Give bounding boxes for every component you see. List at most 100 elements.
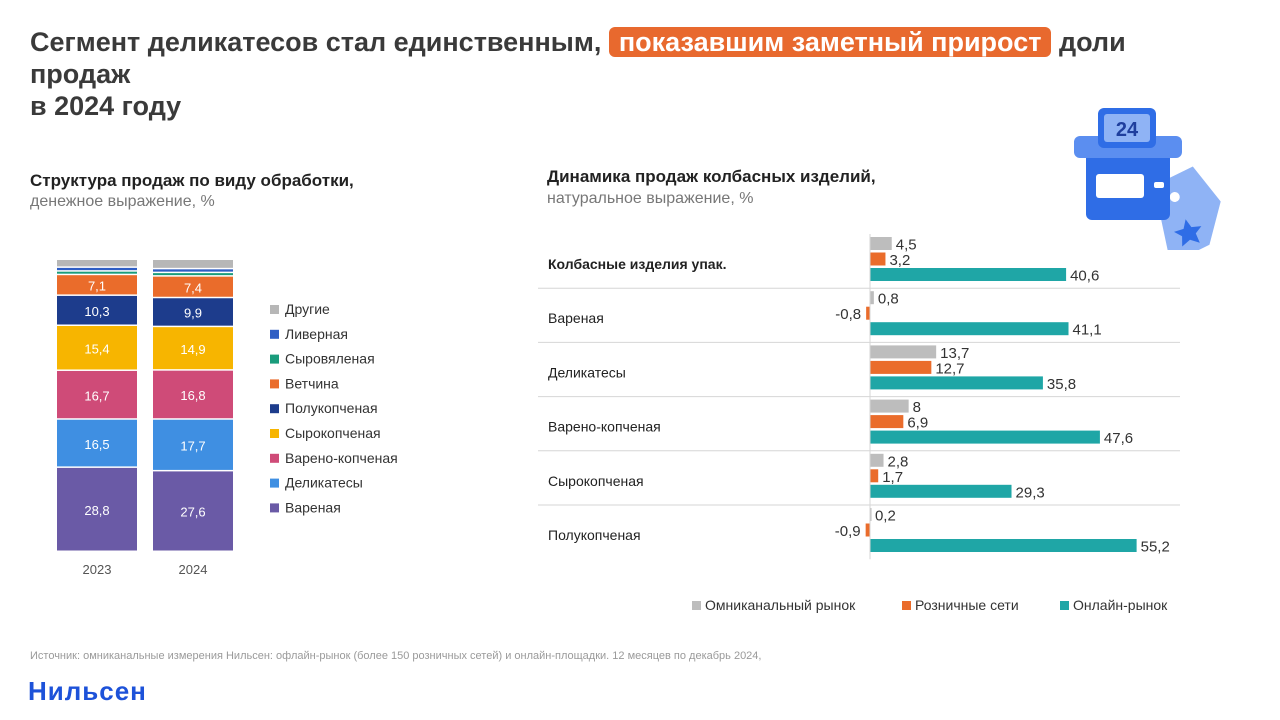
data-label: 16,7 <box>84 388 109 403</box>
data-label: 41,1 <box>1073 322 1102 339</box>
bar-onlayn-rynok-polukopchenaya <box>870 539 1137 552</box>
legend-label: Омниканальный рынок <box>705 597 856 613</box>
data-label: 7,1 <box>88 279 106 294</box>
left-chart-subtitle: денежное выражение, % <box>30 193 215 210</box>
data-label: 15,4 <box>84 341 109 356</box>
data-label: 7,4 <box>184 280 202 295</box>
bar-roznichnye-seti-vareno-kopchenaya <box>870 415 904 429</box>
legend-label: Ветчина <box>285 375 339 391</box>
data-label: 1,7 <box>882 469 903 486</box>
bar-segment-vareno-kopchenaya-2024 <box>153 370 233 419</box>
legend-swatch-roznichnye-seti <box>902 601 911 610</box>
title-part1: Сегмент деликатесов стал единственным, <box>30 27 602 57</box>
title-part2: доли продаж <box>30 27 1126 89</box>
legend-swatch-varenaya <box>270 503 279 513</box>
bar-segment-syrokopchenaya-2023 <box>57 325 137 370</box>
calendar-label: 24 <box>1116 119 1139 141</box>
data-label: 35,8 <box>1047 376 1076 393</box>
bar-segment-polukopchenaya-2024 <box>153 298 233 326</box>
bar-segment-drugie-2024 <box>153 260 233 268</box>
legend-label: Ливерная <box>285 326 348 342</box>
bar-onlayn-rynok-vareno-kopchenaya <box>870 430 1100 444</box>
legend-swatch-livernaya <box>270 329 279 339</box>
bar-segment-syrovyalenaya-2024 <box>153 273 233 276</box>
category-label: Деликатесы <box>548 364 626 380</box>
legend-label: Вареная <box>285 499 341 515</box>
bar-segment-vareno-kopchenaya-2023 <box>57 370 137 419</box>
category-label: Полукопченая <box>548 527 641 543</box>
footnote: Источник: омниканальные измерения Нильсе… <box>30 650 762 662</box>
title-part3: в 2024 году <box>30 91 182 121</box>
bar-omnikanalnyy-rynok-varenaya <box>870 291 874 305</box>
data-label: -0,9 <box>835 523 861 540</box>
right-chart-subtitle: натуральное выражение, % <box>547 190 754 207</box>
category-label: Колбасные изделия упак. <box>548 256 727 272</box>
bar-onlayn-rynok-varenaya <box>870 322 1069 336</box>
data-label: 13,7 <box>940 345 969 362</box>
data-label: 16,5 <box>84 437 109 452</box>
data-label: 29,3 <box>1016 484 1045 501</box>
bar-roznichnye-seti-varenaya <box>866 306 870 320</box>
data-label: 2,8 <box>888 453 909 470</box>
data-label: 4,5 <box>896 237 917 254</box>
bar-roznichnye-seti-polukopchenaya <box>865 523 870 537</box>
right-chart-title: Динамика продаж колбасных изделий, <box>547 167 876 186</box>
legend-label: Деликатесы <box>285 475 363 491</box>
legend-swatch-onlayn-rynok <box>1060 601 1069 610</box>
bar-omnikanalnyy-rynok-delikatesy <box>870 345 937 359</box>
page-title: Сегмент деликатесов стал единственным, п… <box>30 26 1230 122</box>
data-label: 0,8 <box>878 291 899 308</box>
bar-roznichnye-seti-kolbasnye-izdeliya-upak <box>870 252 886 266</box>
bar-roznichnye-seti-syrokopchenaya <box>870 469 879 483</box>
bar-segment-livernaya-2024 <box>153 269 233 272</box>
data-label: 14,9 <box>180 342 205 357</box>
legend-label: Онлайн-рынок <box>1073 597 1168 613</box>
bar-onlayn-rynok-delikatesy <box>870 376 1043 390</box>
category-label: Вареная <box>548 310 604 326</box>
bar-roznichnye-seti-delikatesy <box>870 360 932 374</box>
data-label: 12,7 <box>935 360 964 377</box>
legend-swatch-delikatesy <box>270 478 279 488</box>
legend-swatch-syrovyalenaya <box>270 354 279 364</box>
bar-segment-polukopchenaya-2023 <box>57 295 137 325</box>
bar-segment-syrokopchenaya-2024 <box>153 327 233 370</box>
bar-segment-varenaya-2024 <box>153 471 233 551</box>
calendar-store-tag-icon: 24 <box>1074 108 1221 250</box>
legend-swatch-vetchina <box>270 379 279 389</box>
bar-omnikanalnyy-rynok-syrokopchenaya <box>870 453 884 467</box>
data-label: 3,2 <box>889 252 910 269</box>
title-highlight: показавшим заметный прирост <box>608 27 1052 57</box>
data-label: 47,6 <box>1104 430 1133 447</box>
x-tick-label: 2023 <box>83 562 112 577</box>
bar-onlayn-rynok-kolbasnye-izdeliya-upak <box>870 268 1067 281</box>
data-label: 0,2 <box>875 508 896 525</box>
legend-swatch-syrokopchenaya <box>270 429 279 438</box>
bar-segment-vetchina-2024 <box>153 276 233 297</box>
bar-segment-livernaya-2023 <box>57 267 137 271</box>
category-label: Сырокопченая <box>548 473 644 489</box>
legend-swatch-vareno-kopchenaya <box>270 453 279 463</box>
legend-label: Розничные сети <box>915 597 1019 613</box>
data-label: 8 <box>913 399 921 416</box>
legend-label: Полукопченая <box>285 400 378 416</box>
bar-omnikanalnyy-rynok-polukopchenaya <box>870 508 872 521</box>
legend-label: Другие <box>285 301 330 317</box>
data-label: -0,8 <box>835 306 861 323</box>
bar-segment-syrovyalenaya-2023 <box>57 271 137 274</box>
bar-segment-varenaya-2023 <box>57 467 137 551</box>
bar-segment-drugie-2023 <box>57 260 137 267</box>
legend-swatch-omnikanalnyy-rynok <box>692 601 701 610</box>
brand-logo: Нильсен <box>28 676 147 706</box>
legend-label: Сырокопченая <box>285 425 381 441</box>
data-label: 28,8 <box>84 503 109 518</box>
bar-segment-delikatesy-2023 <box>57 419 137 467</box>
legend-label: Сыровяленая <box>285 351 375 367</box>
bar-segment-delikatesy-2024 <box>153 419 233 470</box>
legend-swatch-drugie <box>270 305 279 314</box>
category-label: Варено-копченая <box>548 419 661 435</box>
data-label: 55,2 <box>1141 539 1170 556</box>
bar-omnikanalnyy-rynok-vareno-kopchenaya <box>870 399 909 413</box>
bar-omnikanalnyy-rynok-kolbasnye-izdeliya-upak <box>870 237 892 250</box>
